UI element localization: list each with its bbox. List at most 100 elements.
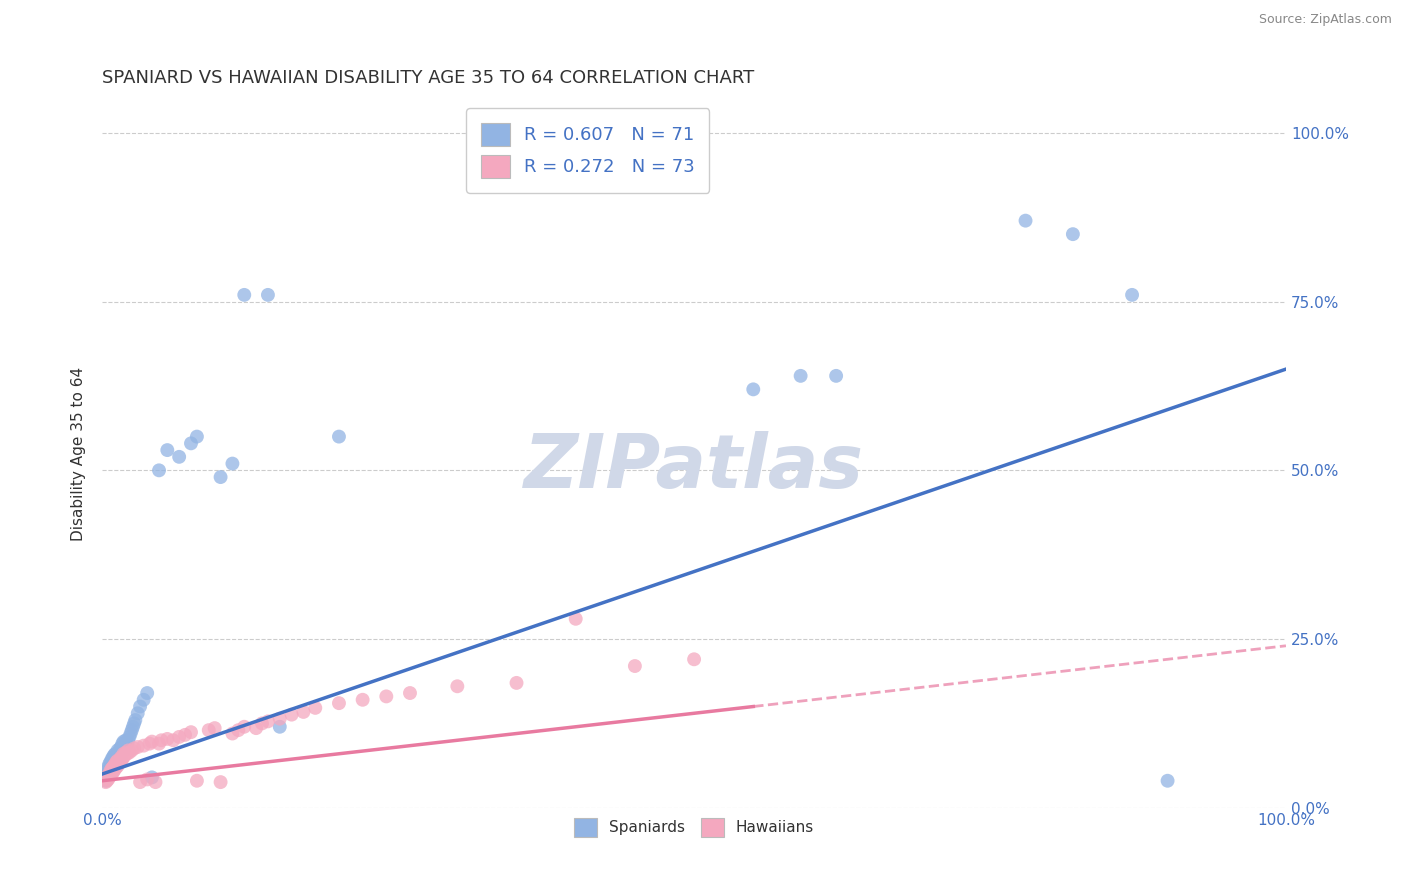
- Point: [375, 690, 398, 704]
- Point: [110, 748, 132, 763]
- Point: [107, 743, 129, 757]
- Point: [167, 730, 190, 744]
- Point: [107, 748, 129, 763]
- Point: [103, 748, 125, 763]
- Point: [156, 731, 179, 746]
- Point: [136, 686, 159, 700]
- Point: [107, 759, 129, 773]
- Point: [100, 764, 122, 778]
- Point: [97, 768, 120, 782]
- Point: [197, 723, 219, 738]
- Point: [112, 747, 135, 761]
- Point: [98, 764, 121, 778]
- Point: [117, 743, 139, 757]
- Point: [124, 713, 146, 727]
- Text: ZIPatlas: ZIPatlas: [524, 431, 865, 504]
- Point: [111, 737, 134, 751]
- Point: [150, 733, 173, 747]
- Point: [108, 755, 131, 769]
- Point: [105, 750, 128, 764]
- Point: [115, 733, 138, 747]
- Point: [97, 772, 120, 787]
- Point: [180, 725, 202, 739]
- Point: [292, 705, 315, 719]
- Point: [100, 767, 122, 781]
- Point: [825, 368, 848, 383]
- Point: [110, 754, 132, 768]
- Point: [108, 741, 131, 756]
- Point: [174, 728, 197, 742]
- Point: [97, 767, 120, 781]
- Point: [96, 771, 118, 785]
- Point: [103, 754, 125, 768]
- Point: [122, 720, 145, 734]
- Point: [101, 760, 124, 774]
- Point: [180, 436, 202, 450]
- Point: [117, 733, 139, 747]
- Point: [100, 762, 122, 776]
- Point: [94, 775, 117, 789]
- Point: [107, 755, 129, 769]
- Point: [108, 752, 131, 766]
- Point: [111, 752, 134, 766]
- Point: [257, 714, 280, 729]
- Legend: Spaniards, Hawaiians: Spaniards, Hawaiians: [568, 812, 820, 843]
- Point: [103, 764, 125, 778]
- Point: [127, 739, 149, 754]
- Point: [115, 746, 138, 760]
- Point: [683, 652, 706, 666]
- Point: [120, 726, 142, 740]
- Point: [104, 762, 127, 776]
- Point: [122, 716, 145, 731]
- Point: [94, 773, 117, 788]
- Point: [148, 463, 170, 477]
- Point: [100, 755, 122, 769]
- Point: [505, 676, 527, 690]
- Point: [100, 760, 122, 774]
- Point: [129, 775, 152, 789]
- Point: [107, 754, 129, 768]
- Point: [269, 712, 291, 726]
- Point: [112, 743, 135, 757]
- Point: [129, 699, 152, 714]
- Point: [104, 758, 127, 772]
- Point: [204, 721, 226, 735]
- Point: [118, 730, 141, 744]
- Text: Source: ZipAtlas.com: Source: ZipAtlas.com: [1258, 13, 1392, 27]
- Point: [105, 756, 128, 771]
- Point: [98, 767, 121, 781]
- Text: SPANIARD VS HAWAIIAN DISABILITY AGE 35 TO 64 CORRELATION CHART: SPANIARD VS HAWAIIAN DISABILITY AGE 35 T…: [103, 69, 755, 87]
- Point: [162, 733, 184, 747]
- Point: [100, 767, 122, 781]
- Point: [110, 750, 132, 764]
- Point: [122, 741, 145, 756]
- Point: [101, 755, 124, 769]
- Point: [101, 762, 124, 776]
- Point: [304, 701, 326, 715]
- Point: [101, 750, 124, 764]
- Point: [141, 771, 163, 785]
- Point: [103, 759, 125, 773]
- Point: [112, 750, 135, 764]
- Point: [789, 368, 811, 383]
- Point: [115, 739, 138, 753]
- Point: [257, 288, 280, 302]
- Point: [399, 686, 422, 700]
- Point: [186, 429, 208, 443]
- Point: [132, 693, 155, 707]
- Point: [328, 429, 350, 443]
- Point: [145, 775, 167, 789]
- Point: [114, 748, 136, 763]
- Point: [107, 754, 129, 768]
- Y-axis label: Disability Age 35 to 64: Disability Age 35 to 64: [72, 367, 86, 541]
- Point: [228, 723, 250, 738]
- Point: [105, 760, 128, 774]
- Point: [118, 746, 141, 760]
- Point: [221, 457, 243, 471]
- Point: [132, 739, 155, 753]
- Point: [105, 755, 128, 769]
- Point: [250, 716, 273, 731]
- Point: [98, 771, 121, 785]
- Point: [138, 737, 160, 751]
- Point: [100, 756, 122, 771]
